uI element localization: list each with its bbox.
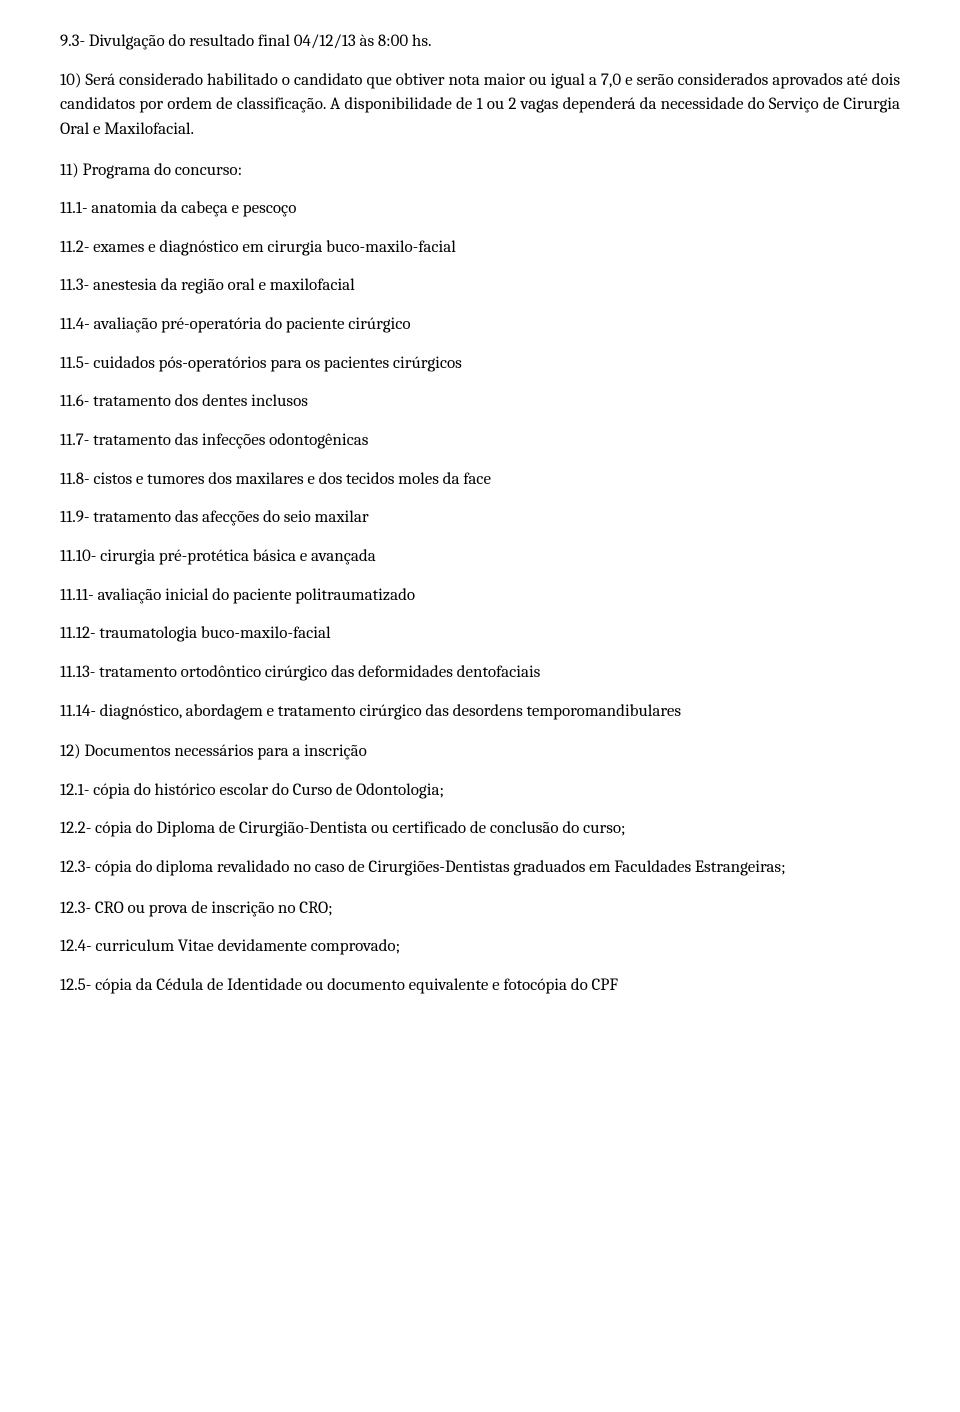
paragraph-17: 12) Documentos necessários para a inscri… xyxy=(60,740,900,765)
paragraph-10: 11.8- cistos e tumores dos maxilares e d… xyxy=(60,468,900,493)
paragraph-14: 11.12- traumatologia buco-maxilo-facial xyxy=(60,622,900,647)
paragraph-13: 11.11- avaliação inicial do paciente pol… xyxy=(60,584,900,609)
paragraph-3: 11.1- anatomia da cabeça e pescoço xyxy=(60,197,900,222)
paragraph-18: 12.1- cópia do histórico escolar do Curs… xyxy=(60,779,900,804)
paragraph-23: 12.5- cópia da Cédula de Identidade ou d… xyxy=(60,974,900,999)
paragraph-15: 11.13- tratamento ortodôntico cirúrgico … xyxy=(60,661,900,686)
paragraph-20: 12.3- cópia do diploma revalidado no cas… xyxy=(60,856,900,881)
document-body: 9.3- Divulgação do resultado final 04/12… xyxy=(60,30,900,999)
paragraph-22: 12.4- curriculum Vitae devidamente compr… xyxy=(60,935,900,960)
paragraph-16: 11.14- diagnóstico, abordagem e tratamen… xyxy=(60,700,900,725)
paragraph-7: 11.5- cuidados pós-operatórios para os p… xyxy=(60,352,900,377)
paragraph-9: 11.7- tratamento das infecções odontogên… xyxy=(60,429,900,454)
paragraph-19: 12.2- cópia do Diploma de Cirurgião-Dent… xyxy=(60,817,900,842)
paragraph-8: 11.6- tratamento dos dentes inclusos xyxy=(60,390,900,415)
paragraph-11: 11.9- tratamento das afecções do seio ma… xyxy=(60,506,900,531)
paragraph-5: 11.3- anestesia da região oral e maxilof… xyxy=(60,274,900,299)
paragraph-12: 11.10- cirurgia pré-protética básica e a… xyxy=(60,545,900,570)
paragraph-0: 9.3- Divulgação do resultado final 04/12… xyxy=(60,30,900,55)
paragraph-4: 11.2- exames e diagnóstico em cirurgia b… xyxy=(60,236,900,261)
paragraph-6: 11.4- avaliação pré-operatória do pacien… xyxy=(60,313,900,338)
paragraph-21: 12.3- CRO ou prova de inscrição no CRO; xyxy=(60,897,900,922)
paragraph-2: 11) Programa do concurso: xyxy=(60,159,900,184)
paragraph-1: 10) Será considerado habilitado o candid… xyxy=(60,69,900,143)
